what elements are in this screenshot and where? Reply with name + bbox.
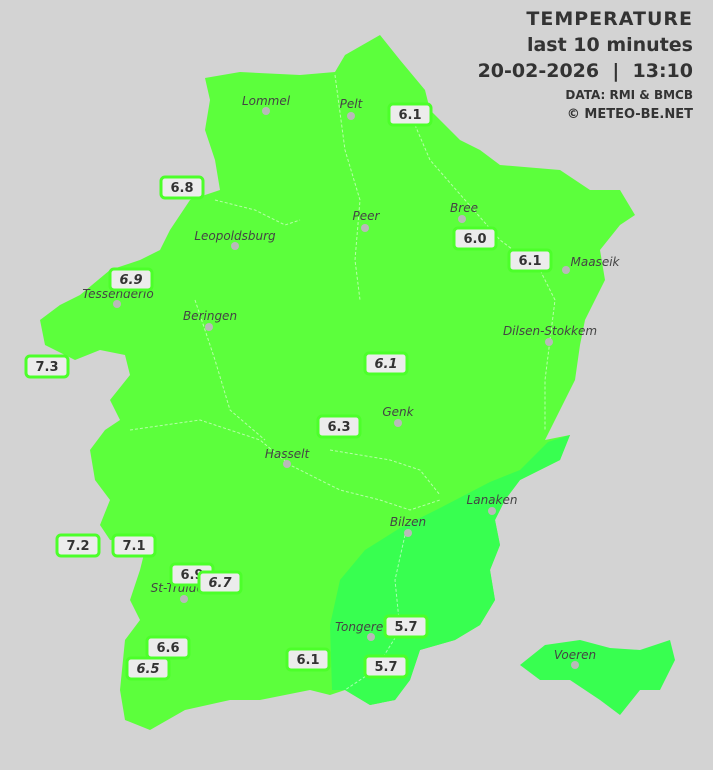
- city-label-genk: Genk: [382, 405, 414, 419]
- temperature-label: 6.1: [387, 102, 433, 127]
- river: [129, 419, 441, 511]
- temperature-value: 7.3: [35, 360, 58, 375]
- temperature-label-box: [159, 175, 205, 200]
- city-label-lanaken: Lanaken: [467, 493, 518, 507]
- city-label-leopoldsburg: Leopoldsburg: [194, 229, 276, 243]
- city-dot: [361, 224, 369, 232]
- city-label-hasselt: Hasselt: [265, 447, 311, 461]
- temperature-label: 6.1: [507, 248, 553, 273]
- river: [214, 199, 301, 226]
- city-dot: [205, 323, 213, 331]
- temperature-value: 6.8: [170, 181, 193, 196]
- city-dot: [571, 661, 579, 669]
- temperature-value: 7.2: [66, 539, 89, 554]
- data-source: DATA: RMI & BMCB: [565, 88, 693, 102]
- city-dot: [347, 112, 355, 120]
- city-label-dilsen-stokkem: Dilsen-Stokkem: [503, 324, 597, 338]
- temperature-value: 6.1: [398, 108, 421, 123]
- temperature-value: 6.1: [296, 653, 319, 668]
- city-dot: [488, 507, 496, 515]
- temperature-label: 7.3: [24, 354, 70, 379]
- map-datetime: 20-02-2026 | 13:10: [477, 60, 693, 82]
- voeren-enclave: [520, 640, 675, 715]
- temperature-label: 6.5: [125, 656, 171, 681]
- temperature-value: 6.7: [208, 576, 232, 591]
- city-label-voeren: Voeren: [554, 648, 596, 662]
- temperature-label-box: [197, 570, 243, 595]
- temperature-label: 7.1: [111, 533, 157, 558]
- city-dot: [545, 338, 553, 346]
- river: [414, 124, 556, 430]
- city-dot: [404, 529, 412, 537]
- city-label-peer: Peer: [353, 209, 381, 223]
- city-label-bree: Bree: [450, 201, 478, 215]
- river: [334, 74, 361, 301]
- station-labels: 6.16.86.97.36.06.16.16.37.2 7.16.96.76.66…: [24, 102, 553, 681]
- temperature-label: 6.1: [285, 647, 331, 672]
- temperature-value: 6.0: [463, 232, 486, 247]
- temperature-label-box: [24, 354, 70, 379]
- temperature-label-box: [125, 656, 171, 681]
- temperature-label: 6.3: [316, 414, 362, 439]
- temperature-value: 5.7: [374, 660, 397, 675]
- temperature-label-box: [111, 533, 157, 558]
- city-label-tongeren: Tongeren: [335, 620, 391, 634]
- temperature-label-box: [387, 102, 433, 127]
- city-dot: [231, 242, 239, 250]
- city-dot: [283, 460, 291, 468]
- temperature-label: 6.8: [159, 175, 205, 200]
- temperature-label-box: [285, 647, 331, 672]
- temperature-value: 7.1: [122, 539, 145, 554]
- city-dot: [394, 419, 402, 427]
- city-dot: [113, 300, 121, 308]
- temperature-label-box: [452, 226, 498, 251]
- river: [194, 299, 266, 441]
- temperature-label: 6.0: [452, 226, 498, 251]
- temperature-label: 6.9: [108, 267, 154, 292]
- temperature-label-box: [108, 267, 154, 292]
- copyright: © METEO-BE.NET: [566, 107, 693, 122]
- temperature-label-box: [363, 654, 409, 679]
- city-dot: [458, 215, 466, 223]
- temperature-label: 5.7: [363, 654, 409, 679]
- temperature-value: 6.3: [327, 420, 350, 435]
- temperature-value: 6.6: [156, 641, 179, 656]
- temperature-label: 7.2: [55, 533, 101, 558]
- city-label-maaseik: Maaseik: [571, 255, 621, 269]
- temperature-value: 6.1: [518, 254, 541, 269]
- temperature-label-box: [383, 614, 429, 639]
- map-title: TEMPERATURE: [526, 8, 693, 30]
- river: [329, 449, 441, 496]
- city-label-beringen: Beringen: [183, 309, 237, 323]
- temperature-label-box: [363, 351, 409, 376]
- temperature-value: 6.9: [119, 273, 142, 288]
- city-dot: [562, 266, 570, 274]
- temperature-value: 5.7: [394, 620, 417, 635]
- temperature-label: 6.1: [363, 351, 409, 376]
- temperature-label-box: [55, 533, 101, 558]
- temperature-value: 6.5: [136, 662, 159, 677]
- temperature-label: 5.7: [383, 614, 429, 639]
- temperature-label: 6.6: [145, 635, 191, 660]
- temperature-value: 6.1: [374, 357, 397, 372]
- city-label-pelt: Pelt: [340, 97, 364, 111]
- city-dot: [262, 107, 270, 115]
- temperature-label-box: [316, 414, 362, 439]
- city-dot: [180, 595, 188, 603]
- city-label-lommel: Lommel: [242, 94, 291, 108]
- city-label-bilzen: Bilzen: [390, 515, 426, 529]
- city-dot: [367, 633, 375, 641]
- city-markers: Lommel Pelt Peer Bree Maaseik Leopoldsbu…: [82, 94, 621, 669]
- map-subtitle: last 10 minutes: [526, 34, 693, 56]
- temperature-label-box: [507, 248, 553, 273]
- temperature-label: 6.7: [197, 570, 243, 595]
